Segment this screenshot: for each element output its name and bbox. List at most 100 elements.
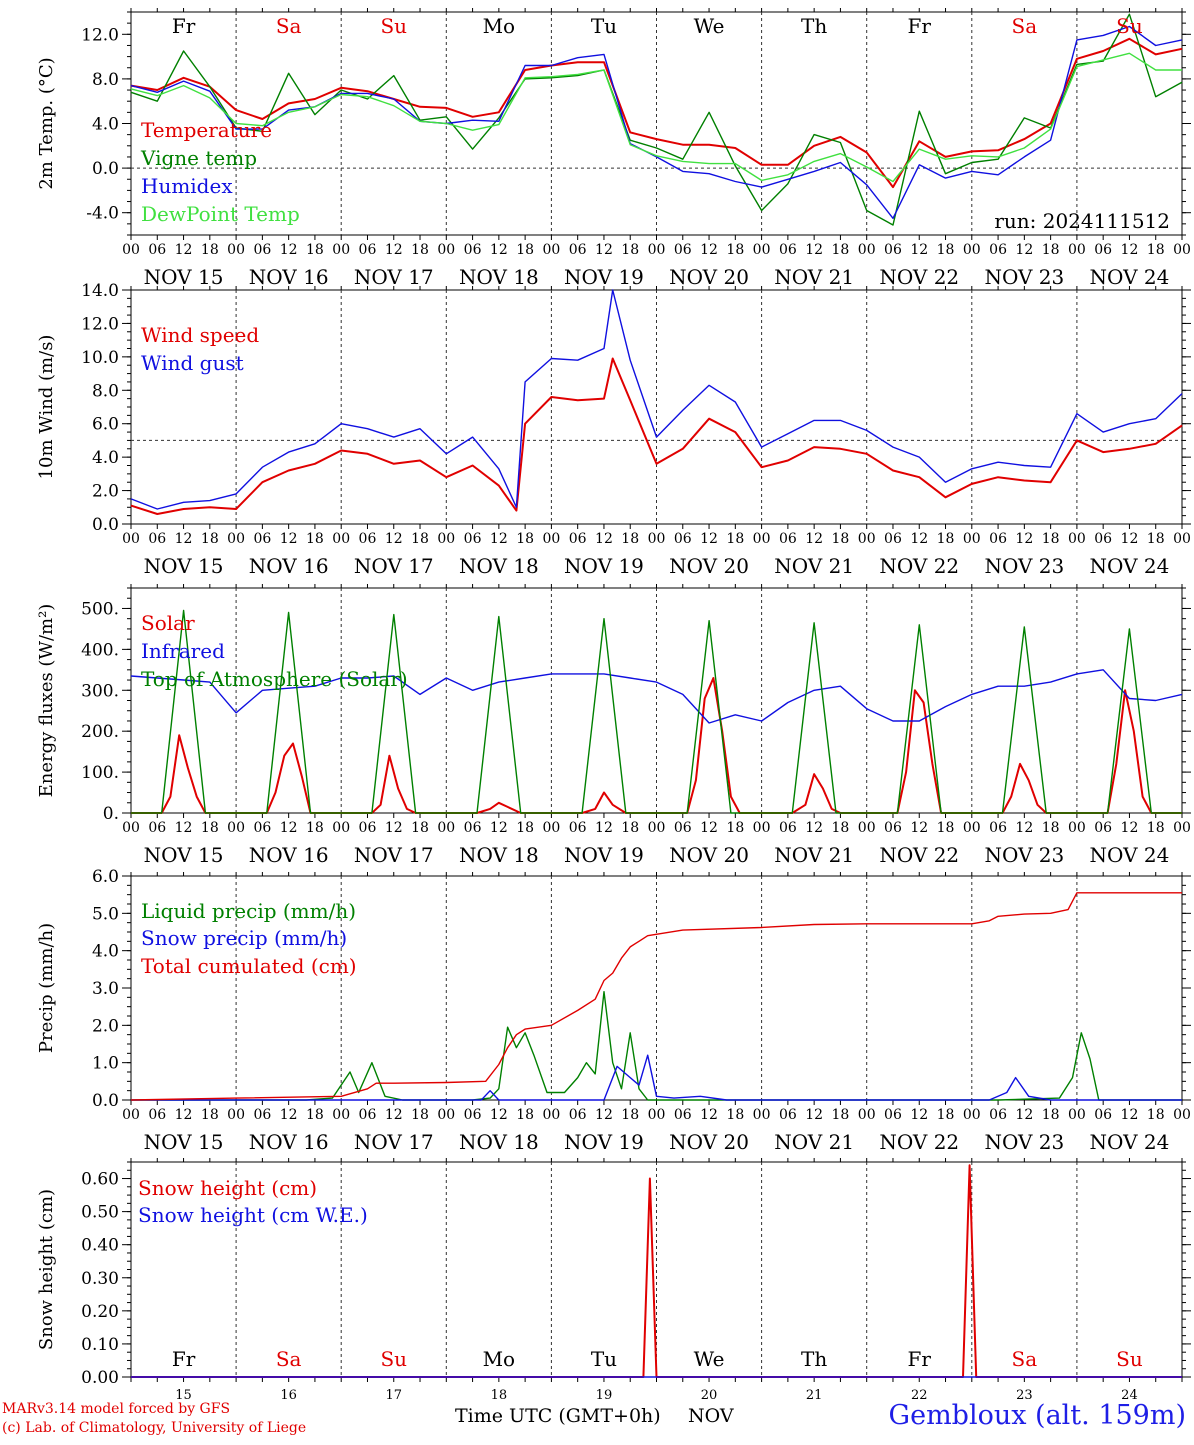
series-humidex xyxy=(130,25,1183,220)
hour-tick-label: 06 xyxy=(779,531,797,547)
hour-tick-label: 06 xyxy=(674,820,692,836)
legend-entry: Vigne temp xyxy=(140,146,257,170)
hour-tick-label: 18 xyxy=(1147,531,1165,547)
legend-entry: DewPoint Temp xyxy=(141,202,300,226)
hour-tick-label: 18 xyxy=(1042,820,1060,836)
date-label: NOV 18 xyxy=(459,554,539,578)
month-label: NOV xyxy=(688,1405,734,1427)
hour-tick-label: 18 xyxy=(1147,1107,1165,1123)
day-number-label: 17 xyxy=(385,1388,402,1403)
legend-entry: Snow height (cm W.E.) xyxy=(138,1203,368,1227)
hour-tick-label: 06 xyxy=(884,820,902,836)
hour-tick-label: 18 xyxy=(726,1107,744,1123)
hour-tick-label: 00 xyxy=(648,242,666,258)
series-top-of-atmosphere-solar xyxy=(131,609,1182,814)
hour-tick-label: 00 xyxy=(648,531,666,547)
weekday-label-top: Sa xyxy=(1012,14,1038,38)
series-solar xyxy=(131,677,1182,814)
date-label: NOV 22 xyxy=(879,265,959,289)
hour-tick-label: 06 xyxy=(779,820,797,836)
day-number-label: 16 xyxy=(280,1388,297,1403)
date-label: NOV 16 xyxy=(249,1130,329,1154)
hour-tick-label: 12 xyxy=(805,242,823,258)
day-number-label: 23 xyxy=(1016,1388,1033,1403)
date-label: NOV 19 xyxy=(564,265,644,289)
hour-tick-label: 00 xyxy=(963,1107,981,1123)
hour-tick-label: 06 xyxy=(359,531,377,547)
weekday-label-top: We xyxy=(694,14,725,38)
y-tick-label: 0.20 xyxy=(81,1302,119,1322)
hour-tick-label: 12 xyxy=(385,531,403,547)
hour-tick-label: 00 xyxy=(122,820,140,836)
hour-tick-label: 00 xyxy=(1173,242,1191,258)
y-tick-label: 1.0 xyxy=(92,1054,119,1074)
hour-tick-label: 00 xyxy=(227,242,245,258)
legend-entry: Wind speed xyxy=(141,323,259,347)
hour-tick-label: 06 xyxy=(148,242,166,258)
y-tick-label: 0.0 xyxy=(92,1091,119,1111)
date-label: NOV 21 xyxy=(774,554,854,578)
y-tick-label: 400. xyxy=(81,640,119,660)
hour-tick-label: 00 xyxy=(1173,1107,1191,1123)
series-dewpoint-temp xyxy=(130,52,1182,183)
y-tick-label: 4.0 xyxy=(92,942,119,962)
hour-tick-label: 18 xyxy=(621,1107,639,1123)
hour-tick-label: 00 xyxy=(122,242,140,258)
hour-tick-label: 00 xyxy=(858,820,876,836)
hour-tick-label: 12 xyxy=(805,531,823,547)
hour-tick-label: 00 xyxy=(542,820,560,836)
hour-tick-label: 00 xyxy=(753,531,771,547)
y-tick-label: 100. xyxy=(81,763,119,783)
hour-tick-label: 12 xyxy=(385,820,403,836)
hour-tick-label: 12 xyxy=(490,1107,508,1123)
hour-tick-label: 12 xyxy=(910,242,928,258)
hour-tick-label: 06 xyxy=(989,242,1007,258)
series-total-cumulated-cm xyxy=(130,892,1182,1101)
date-label: NOV 18 xyxy=(459,265,539,289)
hour-tick-label: 18 xyxy=(832,531,850,547)
hour-tick-label: 12 xyxy=(700,820,718,836)
legend-entry: Total cumulated (cm) xyxy=(141,954,357,978)
date-label: NOV 24 xyxy=(1090,554,1170,578)
y-tick-label: 10.0 xyxy=(81,348,119,368)
hour-tick-label: 18 xyxy=(832,1107,850,1123)
date-label: NOV 17 xyxy=(354,265,434,289)
hour-tick-label: 12 xyxy=(490,242,508,258)
time-axis-label: Time UTC (GMT+0h) xyxy=(455,1405,661,1427)
y-tick-label: 14.0 xyxy=(81,281,119,301)
hour-tick-label: 12 xyxy=(595,531,613,547)
hour-tick-label: 12 xyxy=(490,531,508,547)
hour-tick-label: 06 xyxy=(359,820,377,836)
hour-tick-label: 06 xyxy=(253,531,271,547)
hour-tick-label: 06 xyxy=(148,1107,166,1123)
hour-tick-label: 18 xyxy=(621,531,639,547)
hour-tick-label: 18 xyxy=(1042,242,1060,258)
hour-tick-label: 00 xyxy=(332,820,350,836)
y-tick-label: 0.40 xyxy=(81,1236,119,1256)
hour-tick-label: 06 xyxy=(569,242,587,258)
model-credit: MARv3.14 model forced by GFS xyxy=(2,1401,231,1417)
hour-tick-label: 00 xyxy=(542,242,560,258)
y-axis-title: 10m Wind (m/s) xyxy=(36,335,57,480)
hour-tick-label: 06 xyxy=(884,531,902,547)
date-label: NOV 16 xyxy=(249,265,329,289)
run-label: run: 2024111512 xyxy=(994,209,1170,233)
y-axis-title: Snow height (cm) xyxy=(36,1189,57,1350)
hour-tick-label: 06 xyxy=(674,242,692,258)
y-tick-label: 4.0 xyxy=(92,115,119,135)
date-label: NOV 24 xyxy=(1090,843,1170,867)
hour-tick-label: 00 xyxy=(1173,531,1191,547)
date-label: NOV 17 xyxy=(354,554,434,578)
hour-tick-label: 06 xyxy=(884,242,902,258)
hour-tick-label: 00 xyxy=(437,820,455,836)
hour-tick-label: 00 xyxy=(227,1107,245,1123)
hour-tick-label: 18 xyxy=(937,1107,955,1123)
series-wind-gust xyxy=(130,289,1183,510)
panel-1: -4.0 0.0 4.0 8.0 12.0 2m Temp. (°C) Temperatur… xyxy=(36,8,1191,289)
hour-tick-label: 06 xyxy=(464,242,482,258)
hour-tick-label: 18 xyxy=(516,820,534,836)
y-tick-label: 6.0 xyxy=(92,867,119,887)
weekday-label-top: Su xyxy=(1116,14,1143,38)
hour-tick-label: 12 xyxy=(1121,242,1139,258)
hour-tick-label: 12 xyxy=(595,820,613,836)
